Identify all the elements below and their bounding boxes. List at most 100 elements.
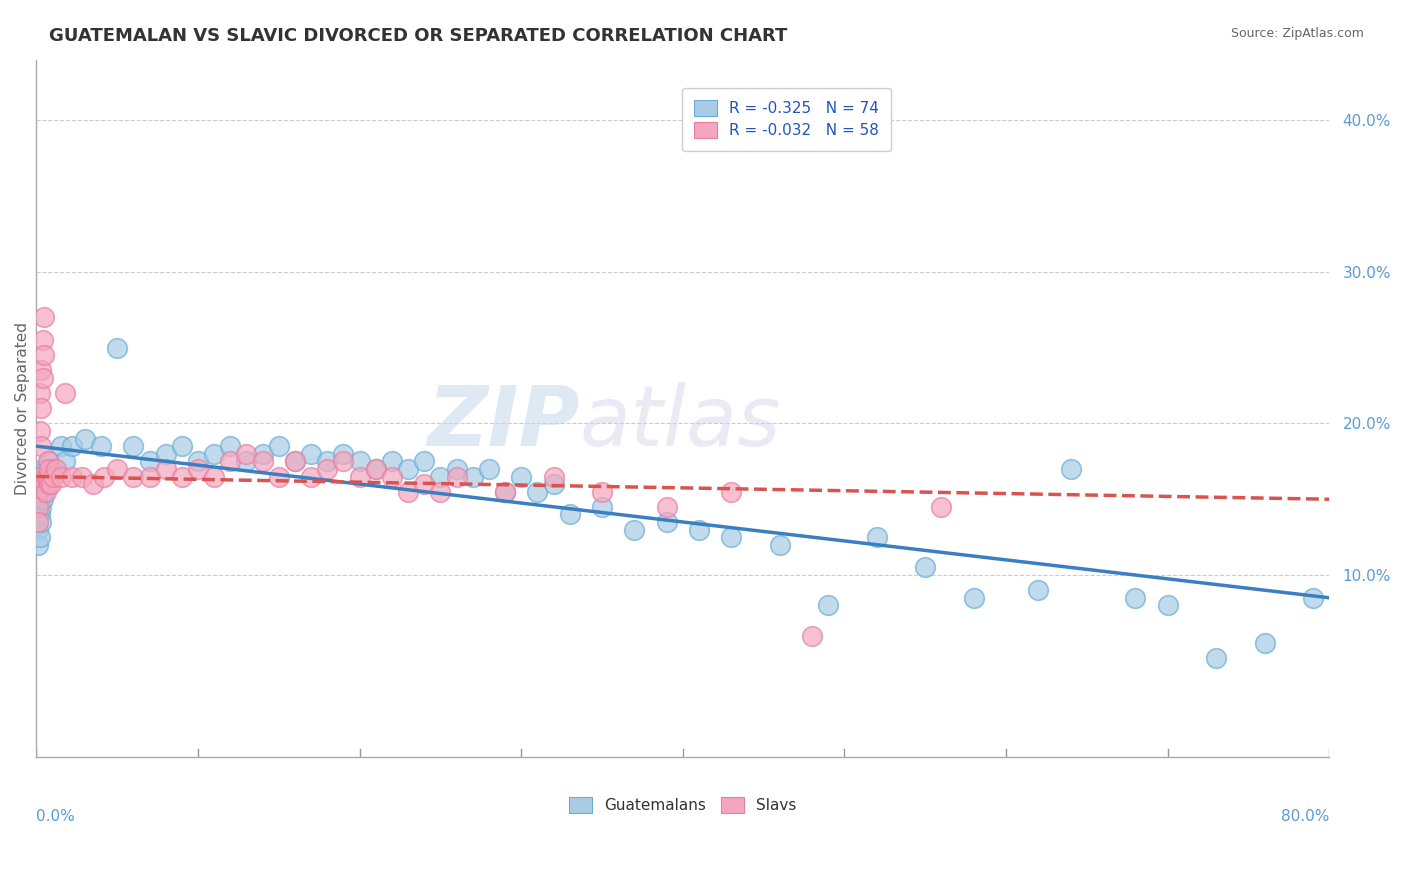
Point xyxy=(27,515,49,529)
Point xyxy=(396,462,419,476)
Point xyxy=(170,469,193,483)
Point xyxy=(720,484,742,499)
Point xyxy=(49,469,72,483)
Point xyxy=(27,500,49,514)
Text: atlas: atlas xyxy=(579,382,782,463)
Point xyxy=(31,462,53,476)
Point xyxy=(138,454,160,468)
Point xyxy=(31,477,53,491)
Point xyxy=(1157,599,1180,613)
Point xyxy=(45,462,67,476)
Point xyxy=(801,629,824,643)
Point xyxy=(38,454,60,468)
Text: 0.0%: 0.0% xyxy=(37,809,75,824)
Point xyxy=(284,454,307,468)
Point xyxy=(38,477,60,491)
Point xyxy=(122,469,145,483)
Text: ZIP: ZIP xyxy=(427,382,579,463)
Point xyxy=(35,469,58,483)
Point xyxy=(31,371,53,385)
Point xyxy=(591,500,613,514)
Point xyxy=(28,508,51,522)
Point xyxy=(138,469,160,483)
Point xyxy=(381,454,404,468)
Point xyxy=(28,386,51,401)
Point xyxy=(413,477,436,491)
Point xyxy=(155,462,177,476)
Point xyxy=(316,462,339,476)
Point xyxy=(688,523,710,537)
Point xyxy=(623,523,645,537)
Legend: Guatemalans, Slavs: Guatemalans, Slavs xyxy=(562,791,803,819)
Point xyxy=(28,469,51,483)
Point xyxy=(267,469,290,483)
Point xyxy=(1028,583,1050,598)
Point xyxy=(37,454,59,468)
Point xyxy=(413,454,436,468)
Point xyxy=(73,432,96,446)
Point xyxy=(30,401,52,416)
Point xyxy=(1302,591,1324,605)
Point xyxy=(55,454,77,468)
Point xyxy=(284,454,307,468)
Point xyxy=(299,469,322,483)
Point xyxy=(931,500,953,514)
Point xyxy=(27,523,49,537)
Point xyxy=(35,484,58,499)
Point xyxy=(364,462,387,476)
Point xyxy=(82,477,104,491)
Point xyxy=(446,469,468,483)
Point xyxy=(28,477,51,491)
Point xyxy=(30,363,52,377)
Point xyxy=(60,469,83,483)
Point xyxy=(494,484,516,499)
Point xyxy=(252,454,274,468)
Point xyxy=(30,484,52,499)
Point xyxy=(39,469,62,483)
Point xyxy=(543,477,565,491)
Point xyxy=(1205,651,1227,665)
Point xyxy=(93,469,115,483)
Point xyxy=(332,447,354,461)
Point xyxy=(429,484,451,499)
Text: 80.0%: 80.0% xyxy=(1281,809,1329,824)
Point xyxy=(27,484,49,499)
Point xyxy=(349,469,371,483)
Text: Source: ZipAtlas.com: Source: ZipAtlas.com xyxy=(1230,27,1364,40)
Point xyxy=(41,469,63,483)
Point xyxy=(202,447,225,461)
Point xyxy=(526,484,548,499)
Point xyxy=(769,538,792,552)
Point xyxy=(37,469,59,483)
Point xyxy=(510,469,533,483)
Point xyxy=(31,492,53,507)
Point xyxy=(105,462,128,476)
Point xyxy=(252,447,274,461)
Point xyxy=(446,462,468,476)
Point xyxy=(30,439,52,453)
Point xyxy=(316,454,339,468)
Point xyxy=(28,424,51,438)
Point xyxy=(591,484,613,499)
Point xyxy=(299,447,322,461)
Point xyxy=(34,484,56,499)
Point xyxy=(381,469,404,483)
Point xyxy=(817,599,839,613)
Point xyxy=(122,439,145,453)
Point xyxy=(49,439,72,453)
Point xyxy=(41,462,63,476)
Point xyxy=(963,591,986,605)
Point xyxy=(27,500,49,514)
Point xyxy=(30,500,52,514)
Point xyxy=(27,484,49,499)
Point xyxy=(655,515,678,529)
Point xyxy=(914,560,936,574)
Point xyxy=(90,439,112,453)
Point xyxy=(396,484,419,499)
Point xyxy=(558,508,581,522)
Point xyxy=(219,454,242,468)
Point xyxy=(235,454,257,468)
Point xyxy=(170,439,193,453)
Point xyxy=(34,469,56,483)
Point xyxy=(655,500,678,514)
